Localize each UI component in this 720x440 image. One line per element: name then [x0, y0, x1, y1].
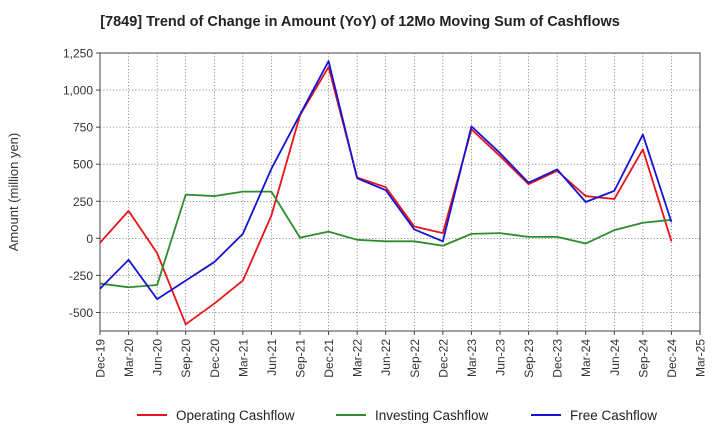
legend-item-free-cashflow: Free Cashflow [531, 404, 657, 426]
x-tick-label: Mar-25 [694, 339, 708, 377]
legend-label: Operating Cashflow [176, 407, 295, 423]
x-tick-label: Jun-23 [494, 339, 508, 376]
x-tick-label: Jun-24 [608, 339, 622, 376]
x-axis: Dec-19 Mar-20 Jun-20 Sep-20 Dec-20 Mar-21 Jun-… [94, 331, 708, 378]
x-tick-label: Dec-23 [551, 339, 565, 378]
x-tick-label: Jun-20 [151, 339, 165, 376]
x-tick-label: Dec-20 [208, 339, 222, 378]
y-tick-label: 750 [73, 121, 93, 135]
y-tick-label: 500 [73, 158, 93, 172]
x-tick-label: Mar-21 [236, 339, 250, 377]
y-tick-label: 1,250 [63, 47, 93, 61]
legend-label: Investing Cashflow [375, 407, 489, 423]
x-tick-label: Dec-19 [94, 339, 108, 378]
chart-title: [7849] Trend of Change in Amount (YoY) o… [100, 14, 620, 30]
x-tick-label: Dec-21 [322, 339, 336, 378]
y-tick-label: -250 [69, 269, 93, 283]
y-tick-label: 250 [73, 195, 93, 209]
x-tick-label: Dec-24 [665, 339, 679, 378]
y-axis-label: Amount (million yen) [6, 133, 21, 252]
x-tick-label: Sep-24 [636, 339, 650, 378]
x-tick-label: Sep-21 [294, 339, 308, 378]
x-tick-label: Jun-22 [379, 339, 393, 376]
y-tick-label: -500 [69, 306, 93, 320]
x-tick-label: Mar-20 [122, 339, 136, 377]
legend-swatch [531, 414, 561, 416]
y-tick-label: 0 [86, 232, 93, 246]
x-tick-label: Sep-22 [408, 339, 422, 378]
x-tick-label: Jun-21 [265, 339, 279, 376]
x-tick-label: Mar-22 [351, 339, 365, 377]
y-tick-label: 1,000 [63, 84, 93, 98]
legend-swatch [336, 414, 366, 416]
x-tick-label: Sep-20 [179, 339, 193, 378]
x-tick-label: Dec-22 [436, 339, 450, 378]
legend-label: Free Cashflow [570, 407, 658, 423]
legend-swatch [137, 414, 167, 416]
x-tick-label: Sep-23 [522, 339, 536, 378]
x-tick-label: Mar-23 [465, 339, 479, 377]
plot-frame [99, 52, 701, 332]
legend: Operating Cashflow Investing Cashflow Free… [0, 404, 720, 426]
series-line-operating-cashflow [99, 66, 673, 326]
legend-item-operating-cashflow: Operating Cashflow [137, 404, 295, 426]
legend-item-investing-cashflow: Investing Cashflow [336, 404, 488, 426]
x-tick-label: Mar-24 [579, 339, 593, 377]
y-axis: -500 -250 0 250 500 750 1,000 1,250 [63, 47, 100, 320]
series-line-investing-cashflow [99, 190, 672, 289]
series-line-free-cashflow [99, 60, 673, 301]
